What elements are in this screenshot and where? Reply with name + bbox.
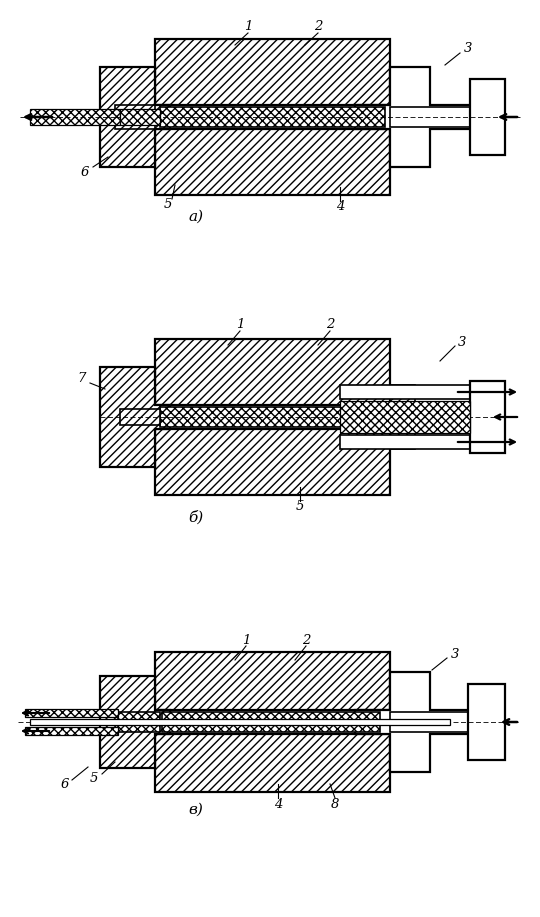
Polygon shape: [390, 712, 490, 732]
Polygon shape: [155, 429, 390, 495]
Text: 1: 1: [244, 20, 252, 34]
Text: 5: 5: [296, 501, 304, 514]
Polygon shape: [155, 129, 390, 195]
Text: 5: 5: [90, 771, 98, 785]
Polygon shape: [160, 407, 370, 427]
Polygon shape: [25, 709, 118, 717]
Polygon shape: [30, 719, 450, 725]
Text: 6: 6: [81, 165, 89, 179]
Text: 2: 2: [326, 318, 334, 332]
Polygon shape: [155, 652, 390, 710]
Polygon shape: [155, 339, 390, 405]
Polygon shape: [355, 672, 500, 772]
Polygon shape: [115, 105, 155, 129]
Text: б): б): [188, 510, 204, 525]
Polygon shape: [470, 381, 505, 453]
Polygon shape: [155, 39, 390, 105]
Polygon shape: [355, 385, 415, 449]
Text: 1: 1: [236, 318, 244, 332]
Text: 3: 3: [451, 647, 459, 660]
Polygon shape: [162, 712, 380, 732]
Polygon shape: [468, 684, 505, 760]
Polygon shape: [120, 409, 160, 425]
Polygon shape: [155, 734, 390, 792]
Text: 3: 3: [464, 42, 472, 56]
Polygon shape: [100, 676, 170, 768]
Text: 6: 6: [61, 779, 69, 791]
Polygon shape: [340, 435, 500, 449]
Text: 5: 5: [164, 198, 172, 212]
Polygon shape: [160, 107, 385, 127]
Text: 4: 4: [336, 201, 344, 214]
Text: 3: 3: [458, 336, 466, 348]
Text: 4: 4: [274, 798, 282, 811]
Text: 1: 1: [242, 634, 250, 646]
Polygon shape: [120, 109, 160, 125]
Text: 2: 2: [314, 20, 322, 34]
Polygon shape: [30, 109, 120, 125]
Polygon shape: [355, 67, 500, 167]
Text: а): а): [188, 210, 204, 224]
Text: 2: 2: [302, 634, 310, 646]
Polygon shape: [390, 107, 490, 127]
Polygon shape: [100, 367, 170, 467]
Polygon shape: [470, 79, 505, 155]
Text: 8: 8: [331, 798, 339, 811]
Polygon shape: [118, 712, 160, 732]
Text: в): в): [188, 803, 204, 817]
Polygon shape: [340, 401, 470, 433]
Polygon shape: [100, 67, 170, 167]
Polygon shape: [340, 385, 500, 399]
Text: 7: 7: [78, 372, 86, 385]
Polygon shape: [25, 727, 118, 735]
